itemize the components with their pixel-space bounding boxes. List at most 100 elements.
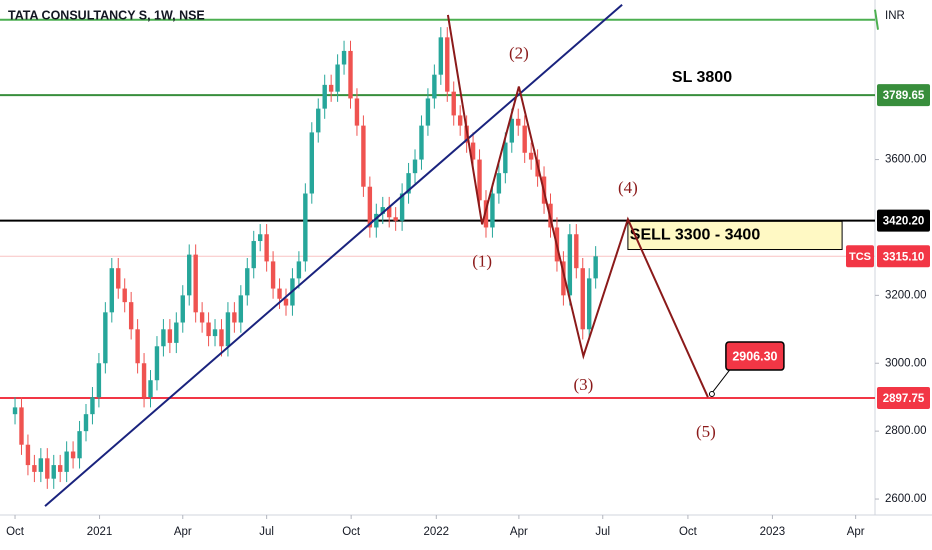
level-label-box bbox=[877, 386, 930, 409]
candle-body bbox=[419, 125, 424, 160]
x-tick-label: 2021 bbox=[87, 526, 113, 538]
y-tick-label: 3000.00 bbox=[885, 357, 927, 369]
candle-body bbox=[174, 322, 179, 343]
candle-body bbox=[96, 363, 102, 398]
level-label: 3789.65 bbox=[883, 90, 925, 102]
candle-body bbox=[199, 312, 205, 323]
candle-body bbox=[328, 84, 334, 92]
candle-body bbox=[425, 98, 431, 126]
candle-body bbox=[380, 207, 385, 214]
x-tick-label: Apr bbox=[510, 526, 528, 538]
target-label: 2906.30 bbox=[732, 349, 777, 363]
candle-body bbox=[516, 118, 521, 126]
candle-body bbox=[587, 278, 592, 330]
x-tick-label: 2023 bbox=[760, 526, 786, 538]
candle-body bbox=[367, 186, 373, 228]
candle-body bbox=[245, 268, 250, 296]
level-label: 2897.75 bbox=[883, 393, 925, 405]
candle-body bbox=[348, 50, 353, 99]
candle-body bbox=[116, 268, 121, 289]
axes: 2600.00 2800.00 3000.00 3200.00 3600.00 Oct 20… bbox=[6, 9, 930, 538]
level-marker bbox=[874, 9, 879, 30]
wave-label: (1) bbox=[472, 251, 492, 270]
candle-body bbox=[477, 159, 482, 201]
candle-body bbox=[322, 84, 327, 109]
candle-body bbox=[103, 312, 108, 364]
candle-body bbox=[490, 193, 495, 228]
candle-body bbox=[354, 98, 360, 126]
drawings: SELL 3300 - 3400 (1) (2) (3) (4) (5) 2906.30 SL… bbox=[44, 3, 843, 507]
candle-body bbox=[206, 322, 211, 337]
wave-label: (3) bbox=[573, 375, 593, 394]
candle-body bbox=[296, 261, 302, 279]
candle-body bbox=[225, 312, 231, 347]
sell-zone-label: SELL 3300 - 3400 bbox=[630, 227, 761, 244]
candle-body bbox=[580, 268, 585, 330]
candle-body bbox=[64, 451, 69, 472]
x-tick-label: Apr bbox=[847, 526, 865, 538]
sell-zone bbox=[627, 220, 843, 251]
candle-body bbox=[25, 444, 31, 466]
x-tick-label: Oct bbox=[679, 526, 698, 538]
level-label: 3420.20 bbox=[883, 216, 925, 228]
candle-body bbox=[277, 288, 282, 299]
candle-body bbox=[283, 298, 289, 306]
candle-body bbox=[445, 37, 450, 92]
candle-body bbox=[528, 152, 534, 160]
candle-body bbox=[51, 465, 56, 479]
level-label-box bbox=[877, 84, 930, 107]
candle-body bbox=[57, 465, 63, 472]
candle-body bbox=[399, 193, 405, 221]
candle-body bbox=[180, 295, 185, 323]
candle-body bbox=[341, 50, 347, 65]
candle-body bbox=[161, 329, 166, 347]
candle-body bbox=[567, 234, 573, 296]
candle-body bbox=[193, 254, 198, 313]
candle-body bbox=[335, 64, 340, 92]
candle-body bbox=[135, 329, 140, 364]
levels bbox=[0, 18, 875, 399]
chart-title: TATA CONSULTANCY S, 1W, NSE bbox=[8, 8, 205, 22]
candle-body bbox=[251, 241, 256, 269]
y-tick-label: 3600.00 bbox=[885, 154, 927, 166]
candle-body bbox=[128, 302, 134, 330]
wave-label: (4) bbox=[618, 178, 638, 197]
last-price-symbol: TCS bbox=[849, 251, 871, 263]
trend-line bbox=[44, 3, 623, 507]
candle-body bbox=[83, 414, 89, 432]
candle-body bbox=[232, 312, 237, 323]
candle-body bbox=[470, 142, 476, 160]
candle-body bbox=[19, 407, 24, 445]
last-price-label: 3315.10 bbox=[883, 251, 925, 263]
candle-body bbox=[387, 207, 392, 218]
candle-body bbox=[238, 295, 244, 323]
candle-body bbox=[219, 329, 224, 347]
candle-body bbox=[45, 458, 50, 479]
level-label-box bbox=[877, 209, 930, 232]
y-tick-label: 3200.00 bbox=[885, 289, 927, 301]
x-tick-label: Jul bbox=[595, 526, 610, 538]
candle-body bbox=[432, 74, 437, 99]
wave-label: (2) bbox=[509, 43, 529, 62]
candle-body bbox=[141, 363, 147, 398]
wave-label: (5) bbox=[696, 422, 716, 441]
candle-body bbox=[270, 261, 276, 289]
candle-body bbox=[374, 213, 379, 228]
target-point bbox=[708, 391, 715, 398]
stop-loss-label: SL 3800 bbox=[672, 69, 732, 86]
candle-body bbox=[561, 261, 566, 296]
last-price-box bbox=[877, 245, 930, 268]
candle-body bbox=[303, 193, 308, 262]
candle-body bbox=[438, 37, 444, 75]
x-tick-label: 2022 bbox=[424, 526, 450, 538]
candle-body bbox=[167, 329, 173, 343]
x-tick-label: Apr bbox=[174, 526, 192, 538]
target-box bbox=[725, 341, 785, 371]
candle-body bbox=[593, 256, 598, 279]
x-tick-label: Oct bbox=[342, 526, 361, 538]
candle-body bbox=[393, 217, 398, 221]
candle-body bbox=[483, 200, 489, 228]
candle-body bbox=[496, 173, 502, 194]
